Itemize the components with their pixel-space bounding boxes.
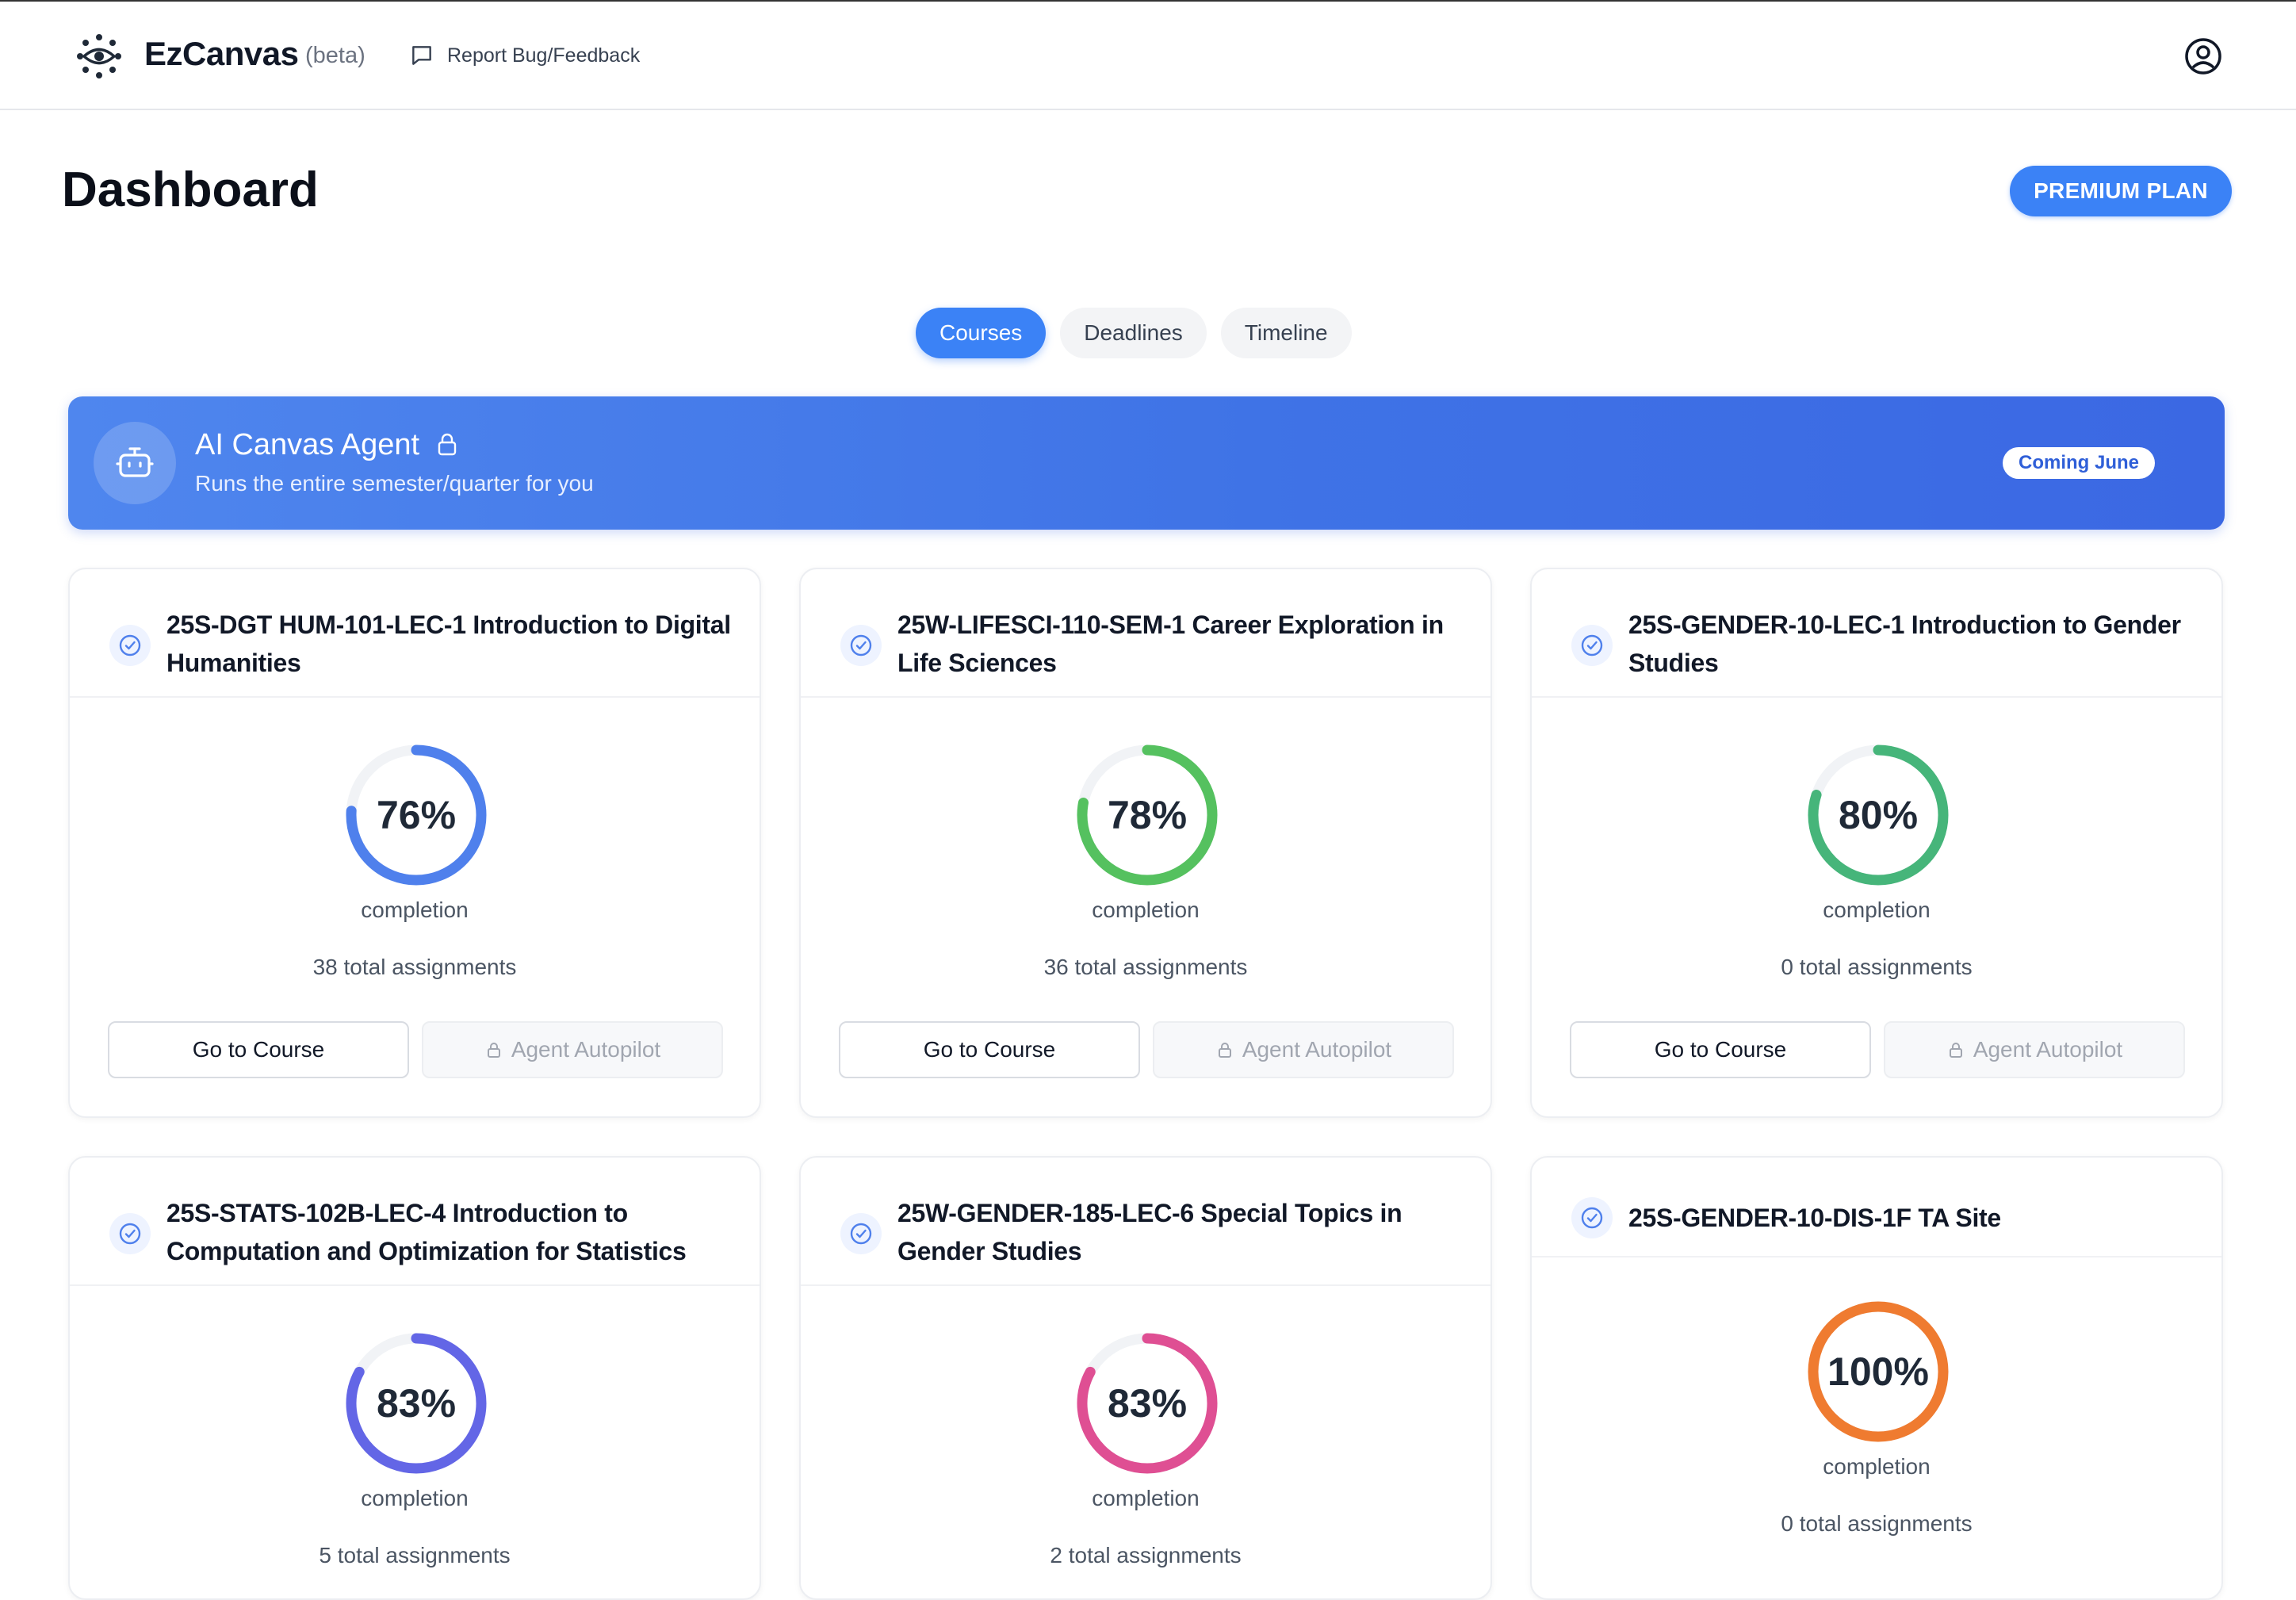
completion-ring: 83% bbox=[343, 1330, 489, 1476]
go-to-course-button[interactable]: Go to Course bbox=[108, 1021, 409, 1078]
page-title: Dashboard bbox=[62, 163, 319, 217]
check-circle-icon bbox=[109, 1213, 151, 1254]
window-top-border bbox=[0, 0, 2296, 2]
completion-percent: 83% bbox=[1107, 1381, 1188, 1426]
completion-ring: 76% bbox=[343, 742, 489, 888]
user-circle-icon[interactable] bbox=[2183, 36, 2223, 76]
go-to-course-button[interactable]: Go to Course bbox=[1570, 1021, 1871, 1078]
agent-subtitle: Runs the entire semester/quarter for you bbox=[195, 471, 594, 496]
total-assignments: 0 total assignments bbox=[1781, 955, 1973, 979]
course-card-header: 25S-DGT HUM-101-LEC-1 Introduction to Di… bbox=[70, 569, 760, 698]
course-card-header: 25S-STATS-102B-LEC-4 Introduction to Com… bbox=[70, 1158, 760, 1286]
course-card[interactable]: 25S-GENDER-10-DIS-1F TA Site 100% comple… bbox=[1530, 1156, 2223, 1600]
tab-timeline[interactable]: Timeline bbox=[1220, 308, 1352, 358]
tab-deadlines[interactable]: Deadlines bbox=[1060, 308, 1207, 358]
completion-label: completion bbox=[361, 898, 469, 922]
view-tabs: Courses Deadlines Timeline bbox=[916, 308, 1352, 358]
total-assignments: 38 total assignments bbox=[312, 955, 517, 979]
course-title[interactable]: 25S-STATS-102B-LEC-4 Introduction to Com… bbox=[166, 1199, 687, 1265]
completion-label: completion bbox=[1092, 898, 1200, 922]
completion-label: completion bbox=[1823, 898, 1931, 922]
eye-icon[interactable] bbox=[76, 33, 122, 79]
beta-label: (beta) bbox=[305, 43, 365, 68]
completion-ring: 78% bbox=[1074, 742, 1220, 888]
lock-icon bbox=[1949, 1043, 1962, 1058]
course-card-header: 25S-GENDER-10-LEC-1 Introduction to Gend… bbox=[1532, 569, 2221, 698]
brand-name[interactable]: EzCanvas bbox=[144, 35, 299, 72]
completion-percent: 76% bbox=[376, 793, 457, 837]
completion-percent: 78% bbox=[1107, 793, 1188, 837]
ai-agent-banner[interactable]: AI Canvas Agent Runs the entire semester… bbox=[68, 396, 2266, 530]
course-card[interactable]: 25S-STATS-102B-LEC-4 Introduction to Com… bbox=[68, 1156, 761, 1600]
lock-icon bbox=[487, 1043, 500, 1058]
completion-ring: 83% bbox=[1074, 1330, 1220, 1476]
premium-plan-button[interactable]: PREMIUM PLAN bbox=[2010, 166, 2232, 216]
check-circle-icon bbox=[840, 1213, 882, 1254]
check-circle-icon bbox=[109, 625, 151, 666]
course-card-header: 25S-GENDER-10-DIS-1F TA Site bbox=[1532, 1158, 2221, 1257]
feedback-label: Report Bug/Feedback bbox=[447, 44, 641, 67]
course-card[interactable]: 25S-GENDER-10-LEC-1 Introduction to Gend… bbox=[1530, 568, 2223, 1118]
report-feedback-link[interactable]: Report Bug/Feedback bbox=[409, 40, 640, 71]
course-card-header: 25W-LIFESCI-110-SEM-1 Career Exploration… bbox=[801, 569, 1490, 698]
help-circle-icon[interactable] bbox=[2241, 450, 2267, 476]
agent-title: AI Canvas Agent bbox=[195, 428, 420, 461]
completion-percent: 100% bbox=[1827, 1349, 1929, 1394]
message-square-icon bbox=[412, 46, 431, 65]
completion-ring: 80% bbox=[1805, 742, 1951, 888]
course-card[interactable]: 25W-LIFESCI-110-SEM-1 Career Exploration… bbox=[799, 568, 1492, 1118]
agent-autopilot-label: Agent Autopilot bbox=[1242, 1037, 1392, 1062]
agent-autopilot-label: Agent Autopilot bbox=[511, 1037, 661, 1062]
course-title[interactable]: 25S-GENDER-10-DIS-1F TA Site bbox=[1628, 1204, 2001, 1232]
agent-autopilot-button[interactable]: Agent Autopilot bbox=[1153, 1021, 1454, 1078]
total-assignments: 36 total assignments bbox=[1043, 955, 1248, 979]
app-header: EzCanvas (beta) Report Bug/Feedback bbox=[0, 2, 2296, 110]
total-assignments: 0 total assignments bbox=[1781, 1511, 1973, 1536]
course-title[interactable]: 25S-GENDER-10-LEC-1 Introduction to Gend… bbox=[1628, 611, 2181, 677]
lock-icon bbox=[1218, 1043, 1231, 1058]
completion-label: completion bbox=[361, 1486, 469, 1510]
check-circle-icon bbox=[840, 625, 882, 666]
robot-icon bbox=[116, 447, 154, 477]
course-card-header: 25W-GENDER-185-LEC-6 Special Topics in G… bbox=[801, 1158, 1490, 1286]
completion-percent: 83% bbox=[376, 1381, 457, 1426]
course-card[interactable]: 25S-DGT HUM-101-LEC-1 Introduction to Di… bbox=[68, 568, 761, 1118]
total-assignments: 2 total assignments bbox=[1050, 1543, 1242, 1567]
completion-label: completion bbox=[1823, 1454, 1931, 1479]
agent-autopilot-button[interactable]: Agent Autopilot bbox=[1884, 1021, 2185, 1078]
go-to-course-button[interactable]: Go to Course bbox=[839, 1021, 1140, 1078]
course-title[interactable]: 25W-LIFESCI-110-SEM-1 Career Exploration… bbox=[897, 611, 1444, 677]
total-assignments: 5 total assignments bbox=[319, 1543, 511, 1567]
completion-ring: 100% bbox=[1805, 1299, 1951, 1445]
course-title[interactable]: 25W-GENDER-185-LEC-6 Special Topics in G… bbox=[897, 1199, 1402, 1265]
agent-autopilot-label: Agent Autopilot bbox=[1973, 1037, 2123, 1062]
tab-courses[interactable]: Courses bbox=[916, 308, 1047, 358]
completion-label: completion bbox=[1092, 1486, 1200, 1510]
agent-autopilot-button[interactable]: Agent Autopilot bbox=[422, 1021, 723, 1078]
check-circle-icon bbox=[1571, 625, 1613, 666]
completion-percent: 80% bbox=[1838, 793, 1919, 837]
lock-icon bbox=[438, 433, 457, 456]
course-card[interactable]: 25W-GENDER-185-LEC-6 Special Topics in G… bbox=[799, 1156, 1492, 1600]
coming-june-badge: Coming June bbox=[2003, 447, 2156, 479]
course-title[interactable]: 25S-DGT HUM-101-LEC-1 Introduction to Di… bbox=[166, 611, 731, 677]
check-circle-icon bbox=[1571, 1197, 1613, 1238]
agent-avatar bbox=[94, 422, 176, 504]
